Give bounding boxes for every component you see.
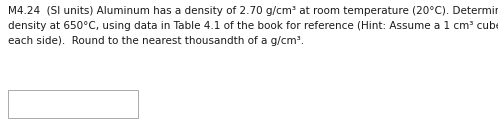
FancyBboxPatch shape xyxy=(8,90,138,118)
Text: each side).  Round to the nearest thousandth of a g/cm³.: each side). Round to the nearest thousan… xyxy=(8,36,304,46)
Text: density at 650°C, using data in Table 4.1 of the book for reference (Hint: Assum: density at 650°C, using data in Table 4.… xyxy=(8,21,498,31)
Text: M4.24  (SI units) Aluminum has a density of 2.70 g/cm³ at room temperature (20°C: M4.24 (SI units) Aluminum has a density … xyxy=(8,6,498,16)
